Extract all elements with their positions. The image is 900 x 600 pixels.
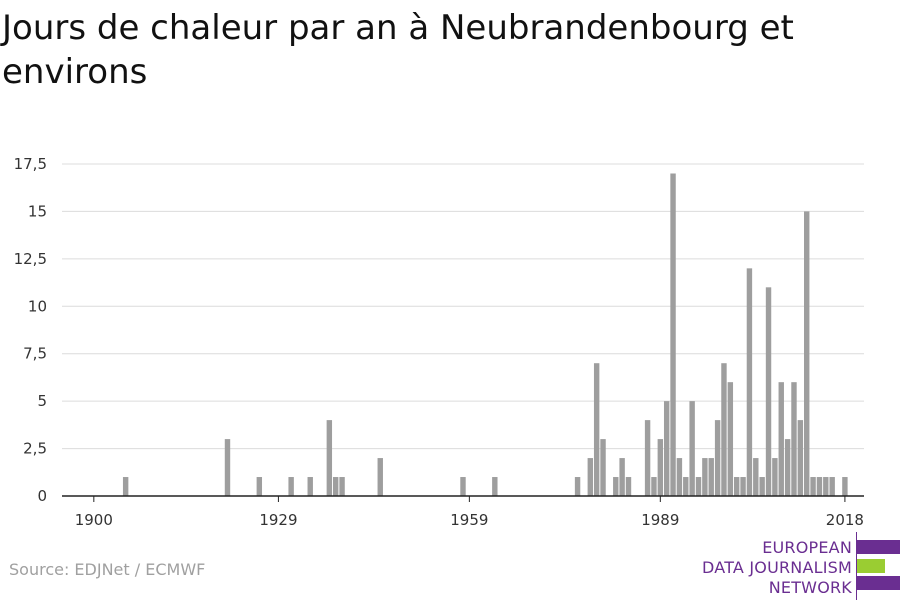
bar <box>733 477 740 496</box>
bar <box>695 477 702 496</box>
bar <box>778 382 784 496</box>
edjnet-logo: EUROPEAN DATA JOURNALISM NETWORK <box>700 528 900 600</box>
logo-line-2: DATA JOURNALISM <box>702 558 852 577</box>
bar <box>772 458 778 496</box>
bars <box>122 173 848 497</box>
y-tick-label: 2,5 <box>23 440 47 458</box>
bar <box>804 211 810 496</box>
y-tick-label: 5 <box>37 392 47 410</box>
bar <box>714 420 721 496</box>
bar <box>842 477 848 496</box>
logo-divider <box>856 532 857 600</box>
bar <box>753 458 759 496</box>
bar <box>256 477 263 496</box>
x-tick-label: 1989 <box>641 511 679 529</box>
bar <box>721 363 727 496</box>
logo-text: EUROPEAN DATA JOURNALISM NETWORK <box>702 538 852 598</box>
bar <box>765 287 772 496</box>
bar <box>823 477 829 496</box>
y-tick-label: 15 <box>28 202 47 220</box>
bar <box>816 477 823 496</box>
bar <box>657 439 664 496</box>
bar <box>332 477 339 496</box>
bar <box>574 477 581 496</box>
bar <box>708 458 714 496</box>
bar <box>727 382 734 496</box>
bar <box>683 477 689 496</box>
bar <box>613 477 619 496</box>
bar <box>593 363 600 496</box>
y-tick-label: 7,5 <box>23 345 47 363</box>
bar <box>784 439 791 496</box>
bar <box>307 477 313 496</box>
bar <box>587 458 594 496</box>
x-tick-label: 1929 <box>259 511 297 529</box>
bar <box>288 477 294 496</box>
logo-line-1: EUROPEAN <box>762 538 852 557</box>
bar <box>810 477 816 496</box>
bar <box>689 401 695 496</box>
bar <box>600 439 606 496</box>
bar <box>676 458 683 496</box>
logo-bar-top <box>857 540 900 554</box>
axes <box>62 495 864 502</box>
y-tick-label: 0 <box>37 487 47 505</box>
bar <box>759 477 765 496</box>
bar <box>702 458 708 496</box>
y-tick-label: 12,5 <box>14 250 47 268</box>
logo-bar-bottom <box>857 576 900 590</box>
bar <box>339 477 345 496</box>
bar <box>829 477 835 496</box>
x-tick-label: 1900 <box>75 511 113 529</box>
bar <box>460 477 466 496</box>
bar <box>492 477 498 496</box>
bar <box>122 477 129 496</box>
bar <box>651 477 657 496</box>
bar <box>797 420 804 496</box>
source-note: Source: EDJNet / ECMWF <box>9 560 206 579</box>
bar <box>644 420 651 496</box>
logo-bar-middle <box>857 559 885 573</box>
bar <box>377 458 383 496</box>
bar <box>625 477 632 496</box>
y-tick-label: 10 <box>28 297 47 315</box>
y-tick-label: 17,5 <box>14 155 47 173</box>
bar <box>791 382 797 496</box>
logo-line-3: NETWORK <box>768 578 852 597</box>
bar <box>663 401 670 496</box>
y-tick-labels: 0 2,5 5 7,5 10 12,5 15 17,5 <box>14 155 47 505</box>
bar <box>740 477 746 496</box>
bar <box>746 268 753 496</box>
gridlines <box>62 163 864 450</box>
x-tick-labels: 1900 1929 1959 1989 2018 <box>75 511 864 529</box>
chart-title: Jours de chaleur par an à Neubrandenbour… <box>2 8 794 92</box>
x-tick-label: 2018 <box>826 511 864 529</box>
bar <box>224 439 231 496</box>
bar <box>619 458 625 496</box>
bar <box>670 173 676 497</box>
x-tick-label: 1959 <box>450 511 488 529</box>
bar <box>326 420 333 496</box>
